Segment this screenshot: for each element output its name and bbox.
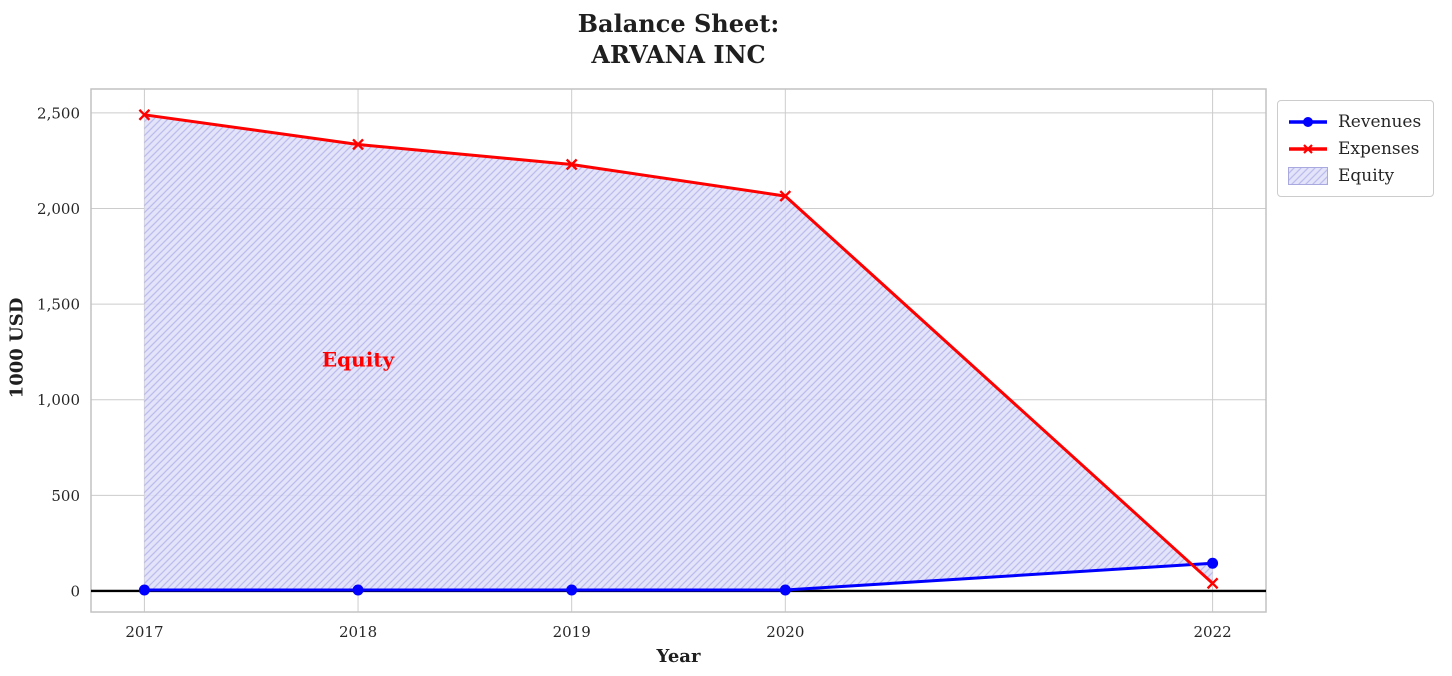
legend-item-expenses: Expenses [1288, 135, 1421, 162]
legend-swatch-graphic [1288, 166, 1328, 185]
legend-swatch-graphic [1289, 116, 1327, 127]
y-tick-label: 1,000 [37, 391, 80, 409]
legend-label: Equity [1338, 165, 1395, 186]
x-tick-label: 2019 [553, 623, 591, 641]
expenses-point [565, 158, 578, 171]
legend-label: Expenses [1338, 138, 1420, 159]
revenues-markers [138, 557, 1219, 596]
y-axis-label: 1000 USD [6, 297, 28, 399]
expenses-markers [138, 108, 1219, 590]
x-tick-labels: 2017 2018 2019 2020 2022 [125, 623, 1231, 641]
equity-annotation: Equity [322, 347, 396, 371]
y-tick-label: 500 [51, 487, 80, 505]
legend-label: Revenues [1338, 111, 1422, 132]
equity-area [144, 114, 1213, 591]
chart-title-line2: ARVANA INC [591, 40, 766, 69]
x-tick-label: 2018 [339, 623, 377, 641]
legend-swatch-hatch-patch [1288, 166, 1328, 185]
legend: Revenues Expenses Equity [1277, 100, 1435, 197]
revenues-point [566, 584, 578, 596]
x-axis-label: Year [656, 646, 701, 667]
y-tick-label: 0 [70, 582, 80, 600]
y-tick-label: 2,500 [37, 104, 80, 122]
revenues-point [352, 584, 364, 596]
revenues-point [779, 584, 791, 596]
legend-swatch-graphic [1289, 143, 1327, 154]
revenues-point [138, 584, 150, 596]
legend-swatch-graphic [1288, 166, 1328, 185]
chart-title-line1: Balance Sheet: [577, 9, 780, 38]
axes-frame [90, 88, 1267, 613]
expenses-point [352, 138, 364, 151]
expenses-point [1206, 577, 1219, 590]
legend-item-equity: Equity [1288, 162, 1421, 189]
x-tick-label: 2017 [125, 623, 163, 641]
y-tick-label: 2,000 [37, 200, 80, 218]
chart-title: Balance Sheet: ARVANA INC [91, 8, 1266, 70]
y-tick-labels: 0 500 1,000 1,500 2,000 2,500 [37, 104, 80, 600]
legend-swatch-graphic [1303, 116, 1313, 127]
expenses-point [779, 190, 792, 202]
x-tick-label: 2020 [766, 623, 804, 641]
legend-item-revenues: Revenues [1288, 108, 1421, 135]
legend-swatch-line-x [1288, 142, 1328, 156]
expenses-point [138, 108, 151, 121]
legend-swatch-graphic [1303, 143, 1313, 154]
y-tick-label: 1,500 [37, 296, 80, 314]
legend-swatch-line-circle [1288, 115, 1328, 129]
x-tick-label: 2022 [1193, 623, 1231, 641]
revenues-point [1207, 557, 1219, 569]
